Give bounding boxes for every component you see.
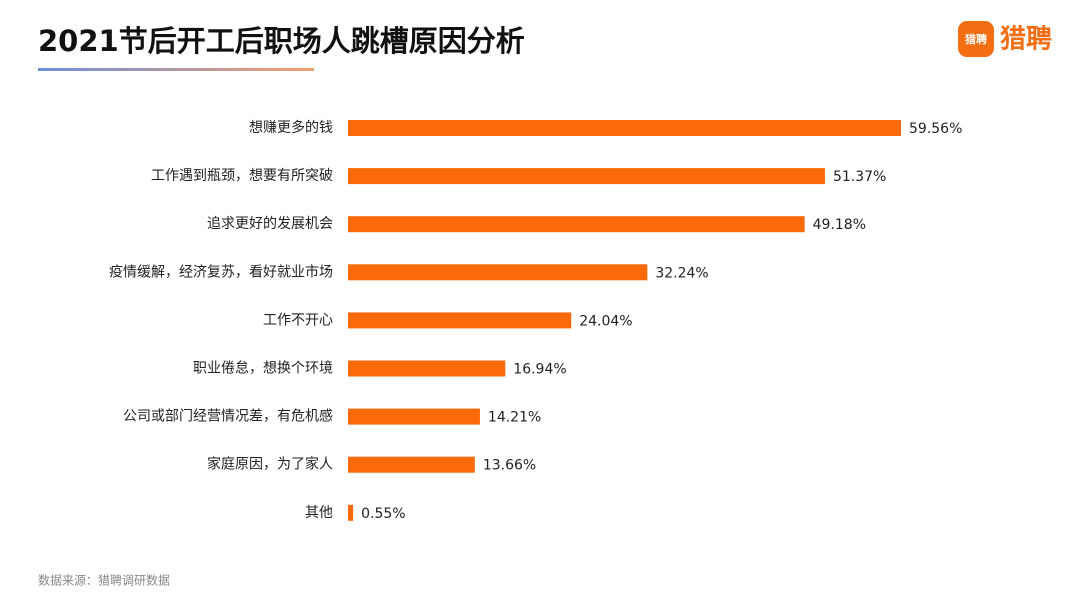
chart-title: 2021节后开工后职场人跳槽原因分析 (38, 24, 525, 58)
value-label: 0.55% (361, 506, 405, 522)
bar (348, 504, 354, 521)
value-label: 13.66% (483, 458, 536, 474)
category-label: 追求更好的发展机会 (207, 216, 333, 232)
bar (348, 312, 572, 329)
category-label: 工作遇到瓶颈，想要有所突破 (151, 168, 333, 184)
category-label: 疫情缓解，经济复苏，看好就业市场 (109, 263, 333, 280)
bar (348, 120, 901, 136)
category-label: 工作不开心 (263, 312, 333, 328)
category-label: 想赚更多的钱 (249, 119, 333, 136)
source-note: 数据来源：猎聘调研数据 (38, 573, 170, 588)
value-label: 24.04% (579, 313, 632, 329)
bar (348, 168, 825, 185)
category-label: 其他 (305, 505, 333, 521)
title-underline (38, 68, 314, 71)
bar (348, 408, 480, 425)
category-label: 家庭原因，为了家人 (207, 456, 333, 473)
bar (348, 216, 805, 233)
logo-icon-text: 猎聘 (965, 32, 987, 46)
value-label: 51.37% (833, 169, 886, 185)
logo-icon (958, 21, 994, 57)
value-label: 32.24% (655, 265, 708, 281)
logo-text: 猎聘 (1000, 25, 1052, 55)
bar (348, 360, 506, 377)
bar (348, 264, 648, 281)
value-label: 49.18% (813, 217, 866, 233)
category-label: 公司或部门经营情况差，有危机感 (123, 408, 333, 425)
value-label: 59.56% (909, 121, 962, 137)
category-label: 职业倦怠，想换个环境 (193, 360, 333, 377)
bar (348, 456, 475, 473)
value-label: 16.94% (513, 362, 566, 378)
value-label: 14.21% (488, 410, 541, 426)
